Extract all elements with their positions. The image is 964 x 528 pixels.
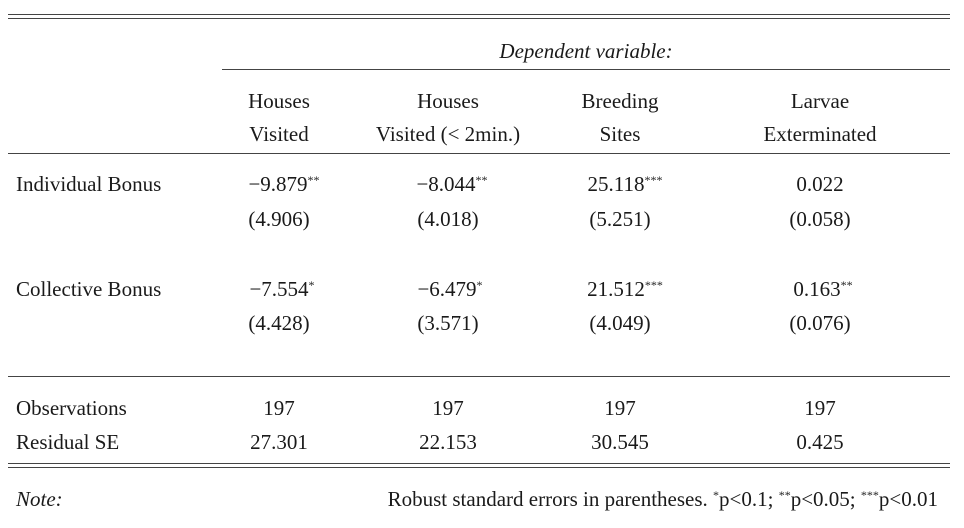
bottom-rule-1 <box>8 463 950 464</box>
top-rule-1 <box>8 14 950 15</box>
se-individual-col3: (5.251) <box>589 207 651 231</box>
column-header-1-line1: Houses <box>248 89 310 113</box>
coef-individual-col2: −8.044** <box>416 172 488 196</box>
observations-col3: 197 <box>604 396 636 420</box>
coef-collective-col2: −6.479* <box>417 277 483 301</box>
column-header-1-line2: Visited <box>249 122 309 146</box>
dependent-variable-label: Dependent variable: <box>499 39 673 63</box>
bottom-rule-2 <box>8 467 950 468</box>
stats-rule <box>8 376 950 377</box>
coef-individual-col4: 0.022 <box>796 172 844 196</box>
observations-col2: 197 <box>432 396 464 420</box>
coef-collective-col4: 0.163** <box>793 277 853 301</box>
coef-collective-col3: 21.512*** <box>587 277 663 301</box>
column-header-2-line1: Houses <box>417 89 479 113</box>
coef-collective-col1: −7.554* <box>249 277 315 301</box>
column-header-3-line2: Sites <box>599 122 641 146</box>
residual-se-col4: 0.425 <box>796 430 844 454</box>
se-collective-col1: (4.428) <box>248 311 310 335</box>
se-collective-col4: (0.076) <box>789 311 851 335</box>
se-individual-col2: (4.018) <box>417 207 479 231</box>
column-header-4-line2: Exterminated <box>763 122 877 146</box>
header-rule <box>8 153 950 154</box>
row-label-residual-se: Residual SE <box>16 430 120 454</box>
observations-col1: 197 <box>263 396 295 420</box>
column-header-3-line1: Breeding <box>581 89 659 113</box>
note-label: Note: <box>16 487 63 511</box>
row-label-collective-bonus: Collective Bonus <box>16 277 162 301</box>
se-collective-col2: (3.571) <box>417 311 479 335</box>
se-collective-col3: (4.049) <box>589 311 651 335</box>
row-label-observations: Observations <box>16 396 127 420</box>
top-rule-2 <box>8 18 950 19</box>
coef-individual-col3: 25.118*** <box>587 172 663 196</box>
observations-col4: 197 <box>804 396 836 420</box>
residual-se-col1: 27.301 <box>250 430 308 454</box>
residual-se-col2: 22.153 <box>419 430 477 454</box>
residual-se-col3: 30.545 <box>591 430 649 454</box>
note-text: Robust standard errors in parentheses. *… <box>387 487 938 511</box>
se-individual-col1: (4.906) <box>248 207 310 231</box>
se-individual-col4: (0.058) <box>789 207 851 231</box>
column-header-2-line2: Visited (< 2min.) <box>375 122 521 146</box>
dependent-variable-rule <box>222 69 950 70</box>
row-label-individual-bonus: Individual Bonus <box>16 172 162 196</box>
coef-individual-col1: −9.879** <box>248 172 320 196</box>
column-header-4-line1: Larvae <box>790 89 850 113</box>
